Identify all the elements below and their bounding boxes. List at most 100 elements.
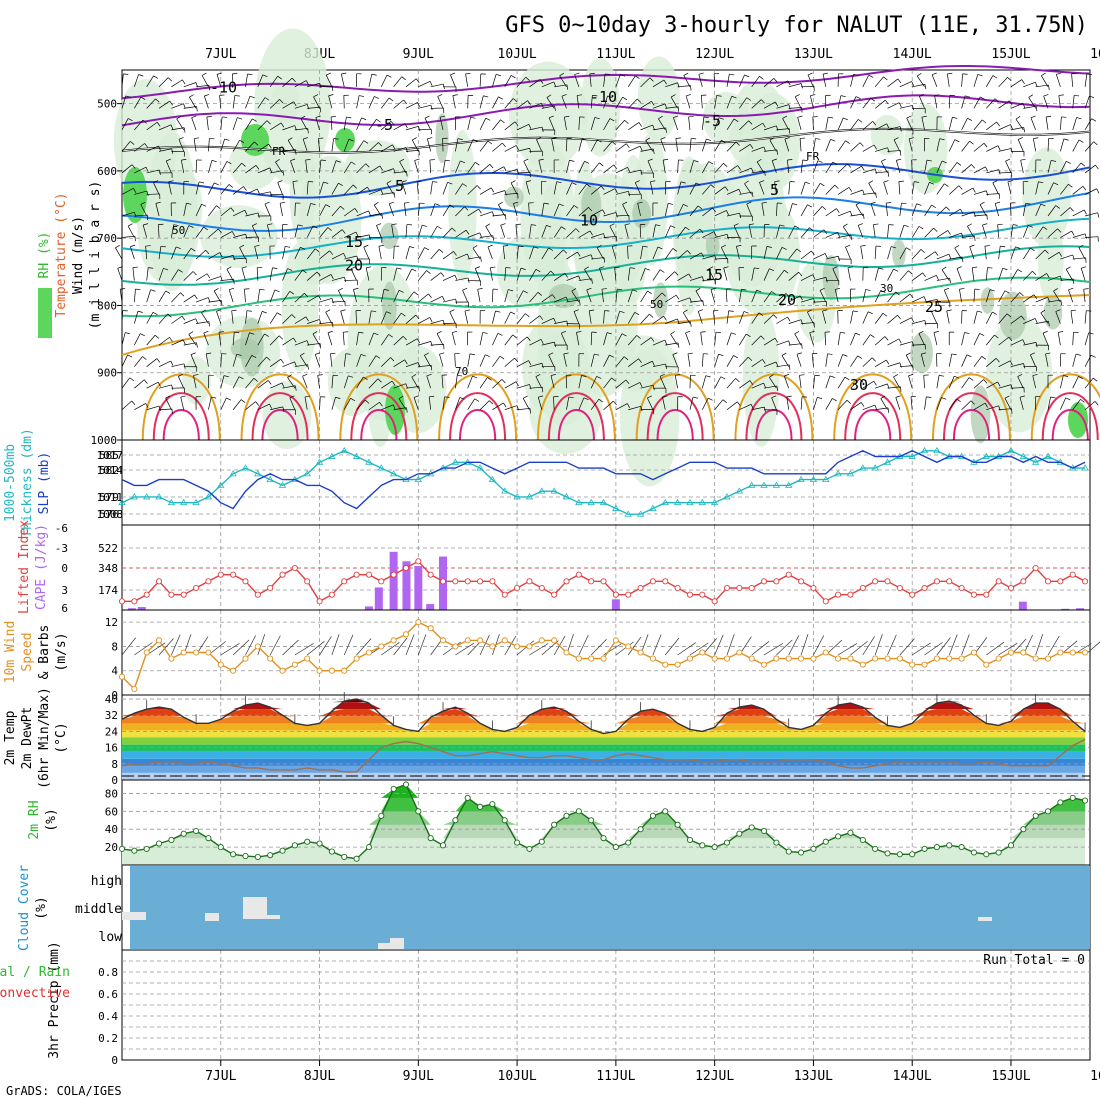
wind-barb — [652, 127, 666, 131]
wind-barb-flag — [360, 354, 366, 357]
wind-barb — [492, 289, 494, 303]
wind-speed-point — [304, 655, 311, 662]
wind-barb — [548, 117, 555, 131]
wind-barb-flag — [785, 293, 790, 298]
wind-barb-flag — [490, 187, 495, 193]
temp-band — [122, 699, 1086, 703]
wind-barb — [319, 181, 324, 195]
wind-barb — [739, 97, 748, 109]
wind-barb-flag — [535, 374, 541, 377]
wind-speed-point — [921, 661, 928, 668]
wind-barb-flag — [538, 395, 544, 398]
wind-barb — [417, 634, 427, 656]
wind-barb — [688, 116, 691, 130]
wind-barb-flag — [979, 96, 985, 100]
wind-barb — [979, 204, 987, 217]
wind-barb — [380, 289, 385, 303]
wind-barb — [159, 408, 173, 411]
wind-barb-flag — [782, 115, 788, 119]
thickness-point — [846, 470, 855, 477]
lifted-index-point — [378, 578, 385, 585]
wind-barb-flag — [1018, 137, 1023, 140]
rh-shade-dark — [504, 186, 524, 208]
wind-barb-flag — [588, 207, 593, 212]
wind-barb — [442, 227, 453, 238]
rh-shade-dark — [435, 113, 449, 164]
wind-barb-flag — [865, 289, 871, 291]
wind-barb — [245, 378, 255, 389]
wind-barb — [763, 385, 777, 389]
wind-barb-flag — [497, 333, 503, 336]
wind-barb — [751, 406, 765, 411]
wind-barb — [305, 159, 308, 173]
wind-barb-flag — [146, 190, 149, 196]
wind-barb-flag — [1084, 233, 1087, 239]
wind-barb-flag — [430, 105, 433, 111]
wind-barb-flag — [801, 343, 803, 349]
wind-barb — [1010, 315, 1022, 324]
wind-barb-flag — [540, 339, 544, 345]
wind-barb-flag — [183, 127, 186, 133]
wind-barb-flag — [606, 332, 612, 335]
wind-barb-flag — [809, 330, 815, 334]
wind-barb-flag — [228, 184, 234, 188]
wind-barb-flag — [457, 374, 463, 377]
wind-barb-flag — [267, 223, 273, 226]
wind-barb-flag — [330, 274, 334, 280]
wind-barb-flag — [281, 382, 285, 388]
wind-barb-flag — [327, 227, 332, 231]
thickness-point — [550, 487, 558, 494]
wind-barb-flag — [326, 72, 331, 76]
wind-barb-flag — [1088, 332, 1094, 335]
rh2m-point — [378, 812, 385, 819]
wind-barb-flag — [647, 158, 653, 162]
wind-barb — [442, 396, 445, 410]
wind-barb-flag — [117, 266, 123, 269]
rh-shade — [1037, 216, 1064, 304]
wind-barb-flag — [541, 103, 544, 108]
wind-barb-flag — [335, 160, 341, 163]
wind-barb — [658, 118, 666, 131]
wind-barb — [158, 290, 166, 303]
wind-barb — [195, 159, 197, 173]
wind-barb — [986, 193, 1000, 195]
date-label-bottom: 16JUL — [1090, 1069, 1100, 1084]
wind-barb-flag — [467, 253, 470, 259]
wind-barb — [171, 127, 185, 131]
wind-barb — [277, 182, 283, 195]
wind-barb — [130, 246, 135, 260]
wind-barb-flag — [726, 210, 729, 216]
wind-barb — [912, 296, 925, 303]
wind-barb-flag — [909, 293, 914, 299]
wind-barb-flag — [938, 375, 945, 377]
rh2m-point — [909, 851, 916, 858]
thickness-point — [488, 475, 497, 483]
wind-barb — [801, 322, 815, 324]
pressure-tick-label: 500 — [97, 98, 117, 111]
wind-barb — [670, 96, 678, 109]
wind-barb — [702, 207, 713, 217]
rh-shade-high — [335, 128, 355, 152]
wind-barb — [1023, 270, 1033, 281]
wind-barb — [590, 117, 596, 130]
wind-barb — [1056, 74, 1061, 87]
wind-barb-flag — [498, 96, 504, 100]
wind-barb — [664, 225, 671, 238]
wind-barb-flag — [500, 119, 505, 124]
wind-barb — [720, 247, 728, 260]
wind-barb — [220, 231, 233, 238]
wind-barb — [191, 117, 197, 130]
wind-barb — [776, 247, 783, 260]
wind-barb-flag — [297, 224, 303, 227]
wind-barb-flag — [984, 402, 988, 408]
wind-barb — [516, 100, 528, 109]
wind-barb — [267, 224, 271, 238]
wind-barb-flag — [482, 332, 488, 334]
wind-barb — [850, 402, 862, 411]
wind-barb — [811, 353, 814, 367]
wind-barb-flag — [427, 137, 433, 140]
wind-barb — [331, 300, 345, 303]
wind-barb-flag — [328, 94, 334, 97]
wind-barb — [599, 268, 604, 281]
wind-barb — [1010, 103, 1024, 109]
